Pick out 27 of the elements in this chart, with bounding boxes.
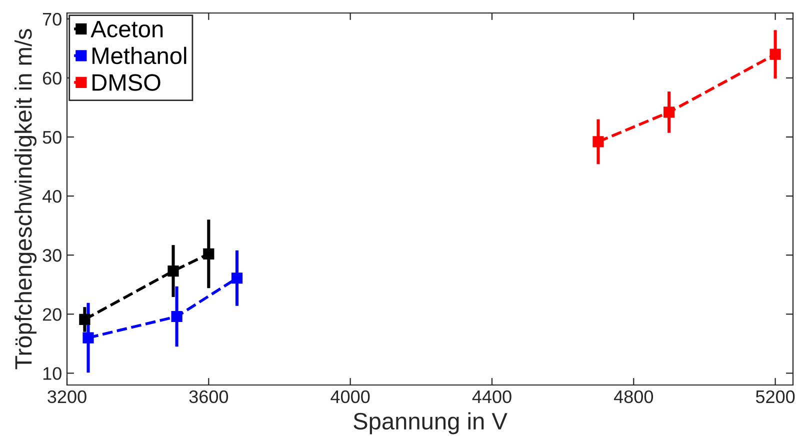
x-axis-title: Spannung in V (354, 412, 508, 434)
x-tick-label: 3600 (189, 390, 228, 404)
legend-label: Methanol (92, 46, 186, 64)
legend-label: Aceton (90, 20, 163, 38)
point (231, 272, 243, 284)
x-tick-label: 4400 (472, 390, 512, 404)
x-tick-label: 3200 (48, 390, 86, 404)
point (168, 265, 179, 277)
x-tick-label: 4800 (614, 390, 654, 404)
y-tick-label: 20 (42, 308, 62, 321)
y-tick-label: 40 (42, 190, 62, 203)
y-axis-title: Tröpfchengeschwindigkeit in m/s (14, 29, 36, 370)
point (663, 106, 675, 118)
x-tick-label: 5200 (756, 390, 795, 404)
y-tick-label: 70 (42, 12, 62, 26)
point (171, 310, 182, 322)
y-tick-label: 50 (42, 130, 62, 144)
point (79, 314, 90, 326)
point (82, 332, 94, 344)
y-tick-label: 10 (43, 367, 62, 380)
y-tick-label: 60 (42, 72, 62, 85)
y-tick-label: 30 (42, 249, 62, 262)
x-tick-label: 4000 (330, 390, 370, 404)
point (770, 48, 781, 60)
point (203, 248, 214, 260)
point (592, 136, 604, 148)
legend-label: DMSO (92, 74, 160, 91)
